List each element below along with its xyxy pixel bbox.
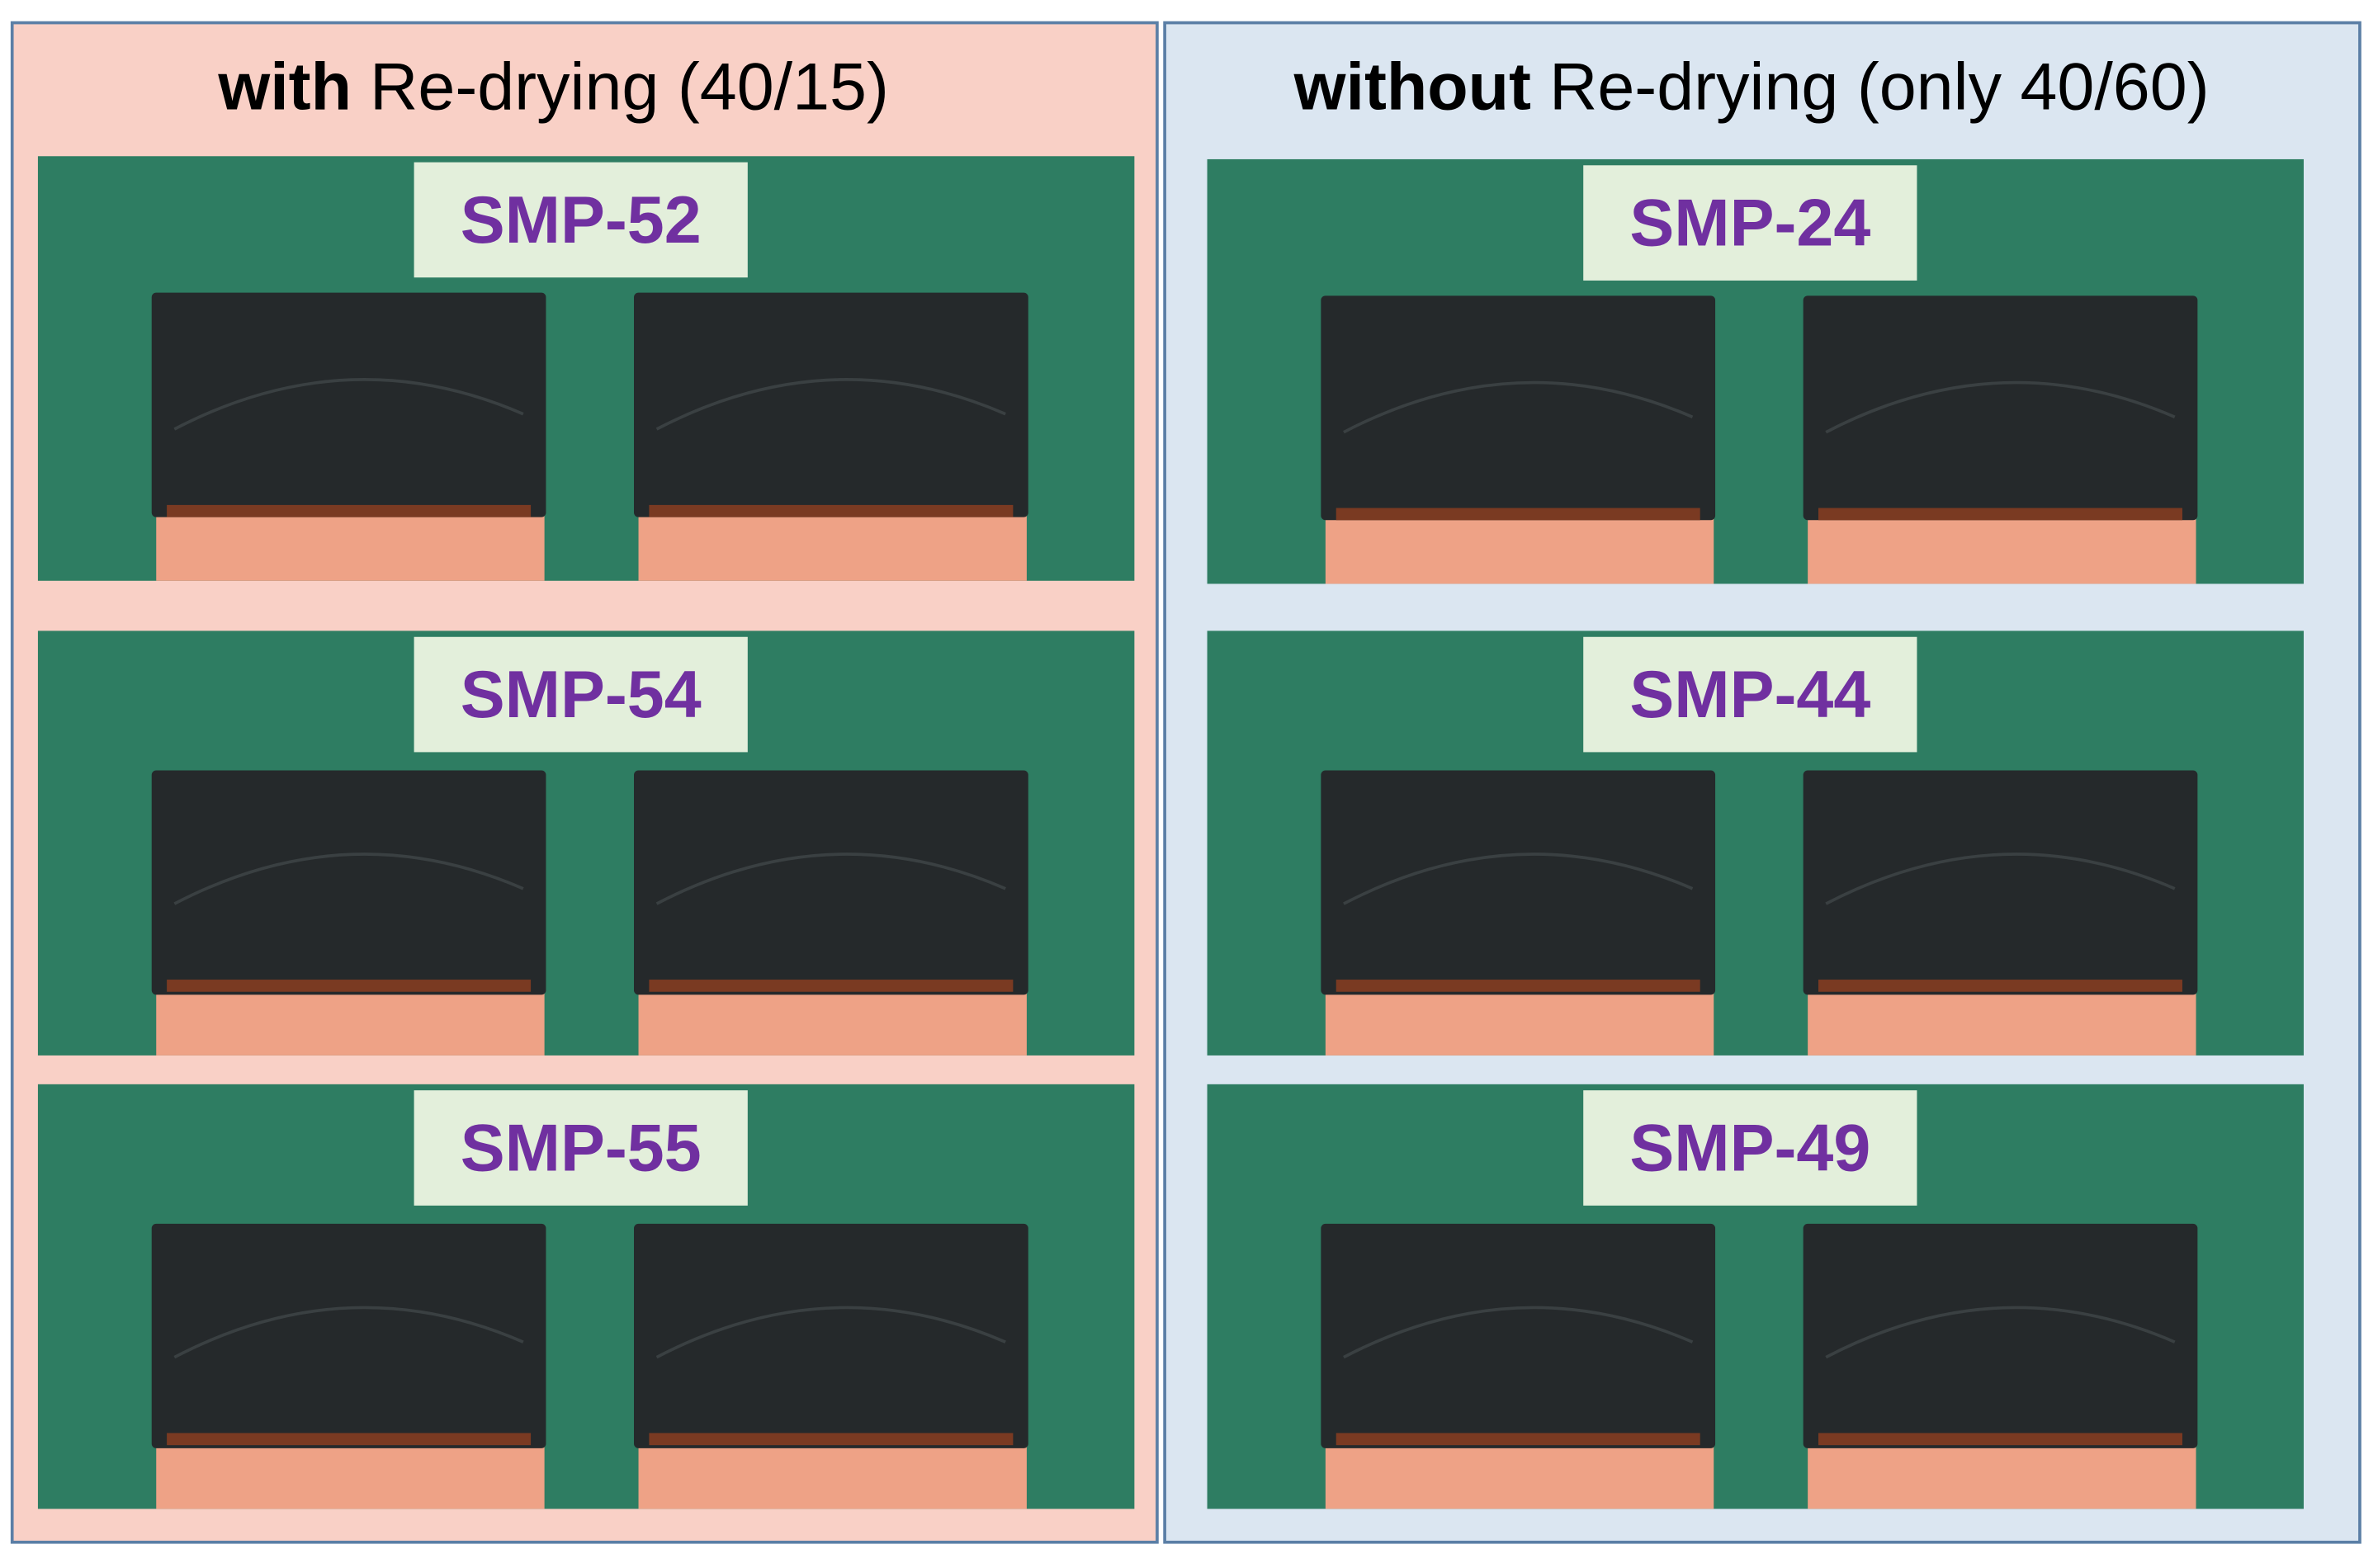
coating-crease bbox=[173, 852, 524, 905]
electrode-coating bbox=[634, 292, 1028, 517]
sample-label: SMP-24 bbox=[1629, 187, 1870, 261]
copper-edge bbox=[649, 980, 1014, 992]
copper-edge bbox=[1336, 980, 1700, 992]
electrode-coating bbox=[1803, 1223, 2198, 1448]
coating-crease bbox=[655, 1306, 1006, 1359]
sample-photo: SMP-52 bbox=[37, 156, 1135, 581]
electrode-coating bbox=[1321, 770, 1716, 995]
sample-label: SMP-52 bbox=[461, 183, 702, 257]
copper-edge bbox=[1336, 508, 1700, 521]
title-rest: Re-drying (only 40/60) bbox=[1549, 50, 2210, 124]
coating-crease bbox=[1825, 380, 2176, 434]
sample-label: SMP-55 bbox=[461, 1112, 702, 1186]
sample-label: SMP-49 bbox=[1629, 1112, 1870, 1186]
copper-edge bbox=[1336, 1433, 1700, 1446]
coating-crease bbox=[173, 378, 524, 431]
sample-photo: SMP-49 bbox=[1207, 1084, 2304, 1509]
coating-crease bbox=[1343, 380, 1694, 434]
electrode-coating bbox=[151, 292, 546, 517]
coating-crease bbox=[1825, 1306, 2176, 1359]
sample-photo: SMP-24 bbox=[1207, 158, 2304, 584]
electrode-coating bbox=[634, 1223, 1028, 1448]
copper-edge bbox=[1818, 1433, 2182, 1446]
label-box bbox=[414, 162, 748, 278]
electrode-coating bbox=[1803, 770, 2198, 995]
title-rest: Re-drying (40/15) bbox=[370, 50, 889, 124]
coating-crease bbox=[655, 378, 1006, 431]
label-box bbox=[1583, 636, 1917, 753]
title-bold: with bbox=[217, 50, 352, 124]
copper-edge bbox=[649, 504, 1014, 517]
sample-label: SMP-44 bbox=[1629, 658, 1870, 732]
copper-edge bbox=[1818, 980, 2182, 992]
electrode-coating bbox=[151, 1223, 546, 1448]
copper-edge bbox=[1818, 508, 2182, 521]
electrode-coating bbox=[1321, 295, 1716, 521]
electrode-coating bbox=[1321, 1223, 1716, 1448]
label-box bbox=[414, 636, 748, 753]
sample-photo: SMP-55 bbox=[37, 1084, 1135, 1509]
label-box bbox=[1583, 165, 1917, 281]
copper-edge bbox=[167, 980, 532, 992]
sample-photo: SMP-44 bbox=[1207, 631, 2304, 1056]
coating-crease bbox=[1343, 1306, 1694, 1359]
copper-edge bbox=[649, 1433, 1014, 1446]
copper-edge bbox=[167, 504, 532, 517]
electrode-coating bbox=[634, 770, 1028, 995]
label-box bbox=[414, 1090, 748, 1206]
sample-label: SMP-54 bbox=[461, 658, 702, 732]
panel-title: without Re-drying (only 40/60) bbox=[1293, 50, 2210, 124]
sample-photo: SMP-54 bbox=[37, 631, 1135, 1056]
title-bold: without bbox=[1293, 50, 1531, 124]
coating-crease bbox=[1825, 852, 2176, 905]
electrode-coating bbox=[1803, 295, 2198, 521]
electrode-coating bbox=[151, 770, 546, 995]
copper-edge bbox=[167, 1433, 532, 1446]
coating-crease bbox=[173, 1306, 524, 1359]
panel-title: with Re-drying (40/15) bbox=[217, 50, 889, 124]
coating-crease bbox=[1343, 852, 1694, 905]
coating-crease bbox=[655, 852, 1006, 905]
label-box bbox=[1583, 1090, 1917, 1206]
